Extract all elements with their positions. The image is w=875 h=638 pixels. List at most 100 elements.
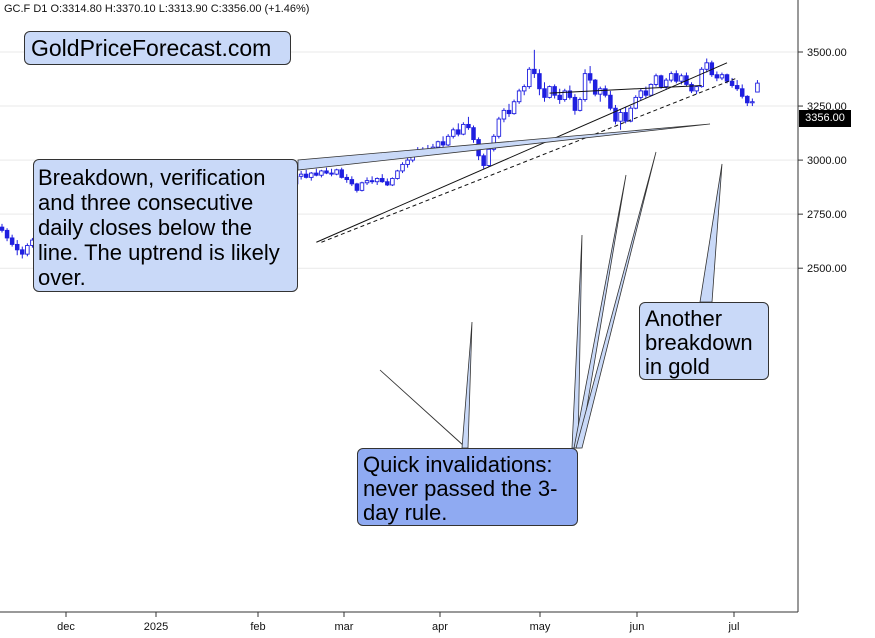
candle-body [9, 237, 15, 245]
x-tick-label: mar [335, 621, 354, 633]
candle-body [380, 178, 385, 183]
candle-body [486, 148, 491, 166]
candle-body [309, 172, 314, 178]
candle-body [674, 73, 679, 82]
candle-body [334, 169, 339, 175]
candle-body [668, 73, 674, 81]
brand-label: GoldPriceForecast.com [24, 31, 291, 65]
candle-body [562, 90, 568, 101]
another-pointer [699, 163, 723, 303]
quick-invalidations-callout: Quick invalidations: never passed the 3-… [357, 448, 578, 526]
candle-body [481, 155, 486, 166]
candle-body [552, 86, 557, 96]
x-tick-label: may [530, 621, 551, 633]
candle-body [496, 118, 502, 137]
candle-body [25, 245, 30, 255]
candle-body [14, 243, 20, 251]
candle-body [582, 73, 588, 101]
x-tick-label: 2025 [144, 621, 168, 633]
candle-body [466, 123, 471, 129]
candle-body [445, 135, 451, 146]
x-tick-label: apr [432, 621, 448, 633]
candle-body [461, 123, 466, 135]
candle-body [298, 173, 304, 177]
y-tick-label: 3500.00 [807, 47, 847, 59]
x-tick-label: feb [250, 621, 265, 633]
x-tick-label: jun [629, 621, 645, 633]
candle-body [557, 94, 562, 101]
dashed-support-line [321, 77, 738, 243]
candle-body [440, 141, 446, 146]
another-breakdown-callout: Another breakdown in gold [639, 302, 769, 380]
candle-body [456, 129, 461, 135]
candle-body [369, 180, 375, 183]
ohlc-header: GC.F D1 O:3314.80 H:3370.10 L:3313.90 C:… [4, 3, 310, 15]
candle-body [628, 107, 633, 122]
candle-body [663, 79, 669, 88]
candle-body [658, 75, 664, 88]
candle-body [587, 73, 593, 81]
candle-body [405, 159, 410, 165]
candle-body [20, 249, 25, 255]
candle-body [471, 127, 476, 141]
callout-pointers [297, 123, 723, 449]
candle-body [349, 179, 355, 185]
candle-body [329, 172, 334, 175]
candle-body [755, 82, 760, 93]
candle-body [314, 172, 319, 176]
candle-body [395, 170, 400, 179]
candle-body [572, 96, 578, 111]
candle-body [714, 74, 720, 79]
breakdown-pointer [297, 123, 711, 171]
candle-body [390, 178, 395, 186]
candle-body [613, 107, 618, 122]
candle-body [527, 68, 532, 88]
breakdown-callout: Breakdown, verification and three consec… [33, 159, 298, 292]
time-axis: dec 2025 feb mar apr may jun jul [57, 612, 740, 633]
trend-lines [316, 62, 738, 243]
candle-body [623, 112, 628, 122]
candle-body [319, 170, 324, 176]
candle-body [719, 74, 725, 79]
candle-body [729, 80, 735, 86]
candle-body [638, 90, 644, 98]
x-tick-label: dec [57, 621, 75, 633]
candle-body [653, 75, 659, 85]
candle-body [618, 112, 623, 122]
candle-body [608, 94, 613, 109]
candle-body [385, 181, 390, 186]
candle-body [344, 176, 350, 181]
uptrend-line [316, 62, 728, 243]
x-tick-label: jul [727, 621, 739, 633]
candle-body [577, 99, 583, 111]
candle-body [511, 101, 517, 115]
candle-body [592, 79, 598, 95]
candle-body [435, 141, 441, 148]
candle-body [0, 226, 5, 231]
candle-body [567, 90, 573, 98]
candle-body [506, 109, 512, 115]
candle-body [643, 90, 649, 96]
candle-body [516, 90, 522, 103]
candle-body [501, 109, 507, 120]
y-tick-label: 2750.00 [807, 209, 847, 221]
candle-body [542, 88, 547, 98]
candle-body [400, 163, 405, 172]
candle-body [598, 88, 603, 95]
last-price-tag: 3356.00 [799, 110, 851, 127]
horizontal-line [549, 85, 702, 94]
candle-body [532, 68, 537, 75]
y-tick-label: 3000.00 [807, 155, 847, 167]
candle-body [689, 83, 694, 92]
candle-body [324, 170, 329, 174]
quick-pointer-1 [379, 369, 467, 449]
quick-pointer-5 [575, 151, 657, 449]
candle-body [521, 86, 527, 92]
quick-pointer-2 [461, 321, 473, 449]
candle-body [745, 95, 750, 104]
candle-body [734, 85, 740, 90]
candle-body [679, 75, 684, 82]
candle-body [547, 86, 552, 98]
